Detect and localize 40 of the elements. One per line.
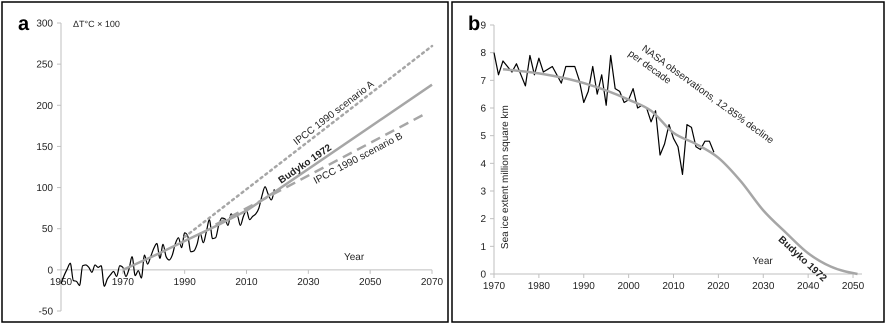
- y-tick-label: -50: [38, 306, 54, 318]
- y-tick-label: 300: [36, 18, 54, 30]
- y-tick-label: 8: [480, 48, 486, 60]
- y-tick-label: 250: [36, 60, 54, 71]
- y-tick-label: 100: [36, 183, 54, 194]
- x-tick-label: 1990: [174, 276, 196, 288]
- x-tick-label: 1950: [50, 276, 73, 288]
- x-tick-label: 2040: [797, 281, 820, 292]
- x-tick-label: 1970: [112, 276, 134, 288]
- y-tick-label: 0: [480, 270, 486, 280]
- x-tick-label: 1990: [572, 281, 596, 292]
- y-tick-label: 9: [480, 20, 486, 32]
- y-axis-title: Sea ice extent million square km: [500, 105, 511, 250]
- y-tick-label: 3: [480, 186, 486, 198]
- x-tick-label: 2000: [618, 281, 640, 292]
- y-tick-label: 200: [36, 100, 54, 112]
- y-axis-title: ΔT°C × 100: [73, 19, 120, 29]
- x-tick-label: 1980: [528, 281, 550, 292]
- y-tick-label: 150: [36, 142, 54, 153]
- x-tick-label: 2070: [420, 276, 444, 288]
- x-tick-label: 2030: [752, 281, 775, 292]
- x-tick-label: 2050: [359, 276, 382, 288]
- x-tick-label: 2020: [707, 281, 730, 292]
- y-tick-label: 1: [480, 242, 486, 253]
- y-tick-label: 50: [42, 224, 54, 236]
- x-tick-label: 2050: [842, 281, 865, 292]
- y-tick-label: 4: [480, 158, 486, 170]
- x-tick-label: 2010: [235, 276, 258, 288]
- y-tick-label: 7: [480, 76, 486, 87]
- x-axis-title: Year: [344, 252, 365, 263]
- chart-title: b: [468, 13, 480, 35]
- y-tick-label: 0: [47, 265, 54, 276]
- x-tick-label: 2030: [297, 276, 320, 288]
- x-axis-title: Year: [752, 256, 774, 267]
- chart-title: a: [18, 13, 30, 35]
- x-tick-label: 2010: [662, 281, 686, 292]
- y-tick-label: 2: [480, 214, 486, 226]
- y-tick-label: 6: [480, 104, 486, 114]
- y-tick-label: 5: [480, 131, 486, 142]
- x-tick-label: 1970: [482, 281, 506, 292]
